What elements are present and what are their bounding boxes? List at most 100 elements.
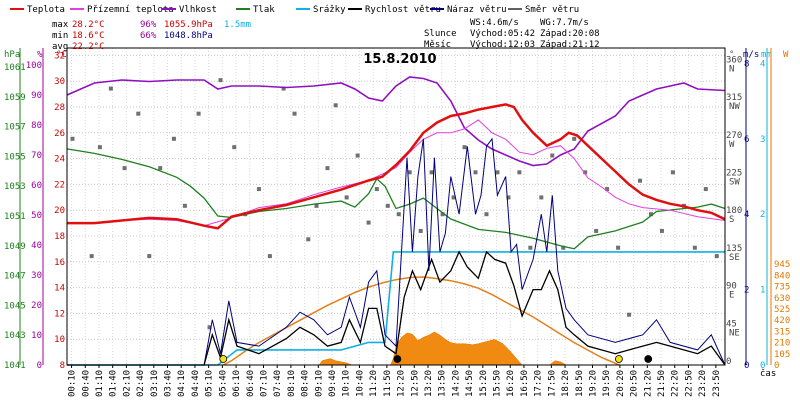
x-tick-label: 16:20 xyxy=(506,370,516,397)
wind-direction-point xyxy=(122,166,127,171)
x-tick-label: 22:50 xyxy=(684,370,694,397)
series-temperature xyxy=(67,103,726,230)
wind-direction-point xyxy=(616,245,621,250)
direction-tick-label: 180 xyxy=(726,206,742,216)
humidity-tick-label: 0 xyxy=(37,361,42,371)
x-tick-label: 06:10 xyxy=(232,370,242,397)
x-tick-label: 10:40 xyxy=(355,370,365,397)
x-tick-label: 21:20 xyxy=(643,370,653,397)
x-tick-label: 13:20 xyxy=(424,370,434,397)
moonrise-marker xyxy=(393,355,402,363)
legend-label: Rychlost větru xyxy=(365,5,441,15)
x-tick-label: 18:20 xyxy=(561,370,571,397)
wind-direction-point xyxy=(638,178,643,183)
x-tick-label: 14:50 xyxy=(465,370,475,397)
x-tick-label: 15:20 xyxy=(479,370,489,397)
stat-avg-temp: 22.2°C xyxy=(72,42,105,52)
x-tick-label: 05:10 xyxy=(205,370,215,397)
x-tick-label: 13:50 xyxy=(438,370,448,397)
wind-direction-point xyxy=(171,136,176,141)
wind-direction-point xyxy=(550,153,555,158)
info-sunrise: Východ:05:42 xyxy=(470,29,535,39)
direction-tick-name: SW xyxy=(729,178,740,188)
direction-tick-label: 45 xyxy=(726,319,737,329)
legend-label: Tlak xyxy=(253,5,275,15)
wind-direction-point xyxy=(89,254,94,259)
x-tick-label: 23:20 xyxy=(698,370,708,397)
x-tick-label: 15:50 xyxy=(493,370,503,397)
pressure-tick-label: 1055 xyxy=(4,152,26,162)
x-tick-label: 08:40 xyxy=(301,370,311,397)
pressure-tick-label: 1059 xyxy=(4,93,26,103)
pressure-tick-label: 1041 xyxy=(4,361,26,371)
wind-direction-point xyxy=(374,187,379,192)
direction-tick-label: 135 xyxy=(726,244,742,254)
humidity-tick-label: 30 xyxy=(31,271,42,281)
temperature-tick-label: 20 xyxy=(54,206,65,216)
solar-tick-label: 210 xyxy=(774,339,790,349)
wind-direction-point xyxy=(484,212,489,217)
solar-unit: W xyxy=(783,50,789,60)
legend-label: Teplota xyxy=(27,5,65,15)
wind-direction-point xyxy=(267,254,272,259)
wind-direction-point xyxy=(325,166,330,171)
direction-tick-label: 0 xyxy=(726,357,731,367)
humidity-tick-label: 60 xyxy=(31,181,42,191)
x-tick-label: 20:50 xyxy=(630,370,640,397)
series-ground-temperature xyxy=(67,119,726,227)
wind-unit: m/s xyxy=(743,50,759,60)
wind-direction-point xyxy=(517,170,522,175)
x-tick-label: 19:50 xyxy=(602,370,612,397)
direction-tick-label: 90 xyxy=(726,282,737,292)
wind-direction-point xyxy=(232,145,237,150)
stat-min-humidity: 66% xyxy=(140,31,157,41)
direction-tick-name: S xyxy=(729,215,734,225)
temperature-tick-label: 28 xyxy=(54,103,65,113)
rain-tick-label: 1 xyxy=(760,286,765,296)
wind-direction-point xyxy=(396,212,401,217)
wind-direction-point xyxy=(692,245,697,250)
wind-direction-point xyxy=(218,78,223,83)
temperature-tick-label: 24 xyxy=(54,155,65,165)
direction-tick-label: 225 xyxy=(726,169,742,179)
wind-direction-point xyxy=(147,254,152,259)
x-tick-label: 23:50 xyxy=(712,370,722,397)
x-tick-label: 02:40 xyxy=(136,370,146,397)
direction-tick-name: E xyxy=(729,291,734,301)
x-tick-label: 11:50 xyxy=(383,370,393,397)
rain-unit: mm xyxy=(761,50,772,60)
wind-direction-point xyxy=(539,195,544,200)
sunset-marker xyxy=(614,355,623,363)
info-wind-gust: WG:7.7m/s xyxy=(540,18,589,28)
solar-tick-label: 105 xyxy=(774,350,790,360)
x-tick-label: 07:10 xyxy=(259,370,269,397)
wind-direction-point xyxy=(528,245,533,250)
x-tick-label: 04:40 xyxy=(191,370,201,397)
pressure-unit: hPa xyxy=(4,50,20,60)
wind-direction-point xyxy=(627,312,632,317)
temperature-tick-label: 16 xyxy=(54,258,65,268)
x-tick-label: 07:40 xyxy=(273,370,283,397)
info-moonset: Západ:21:12 xyxy=(540,40,600,50)
humidity-tick-label: 80 xyxy=(31,121,42,131)
chart-title: 15.8.2010 xyxy=(363,52,436,67)
solar-tick-label: 735 xyxy=(774,283,790,293)
x-tick-label: 09:40 xyxy=(328,370,338,397)
info-sunset: Západ:20:08 xyxy=(540,29,600,39)
stat-min-label: min xyxy=(52,31,68,41)
stat-avg-label: avg xyxy=(52,42,68,52)
wind-direction-point xyxy=(366,220,371,225)
wind-direction-point xyxy=(440,212,445,217)
series-wind-gust xyxy=(67,137,726,366)
x-tick-label: 14:20 xyxy=(451,370,461,397)
pressure-tick-label: 1043 xyxy=(4,331,26,341)
humidity-tick-label: 100 xyxy=(26,61,42,71)
wind-direction-point xyxy=(281,86,286,91)
direction-tick-name: SE xyxy=(729,253,740,263)
x-tick-label: 18:50 xyxy=(575,370,585,397)
temperature-tick-label: 32 xyxy=(54,51,65,61)
temperature-tick-label: 22 xyxy=(54,180,65,190)
humidity-tick-label: 50 xyxy=(31,211,42,221)
